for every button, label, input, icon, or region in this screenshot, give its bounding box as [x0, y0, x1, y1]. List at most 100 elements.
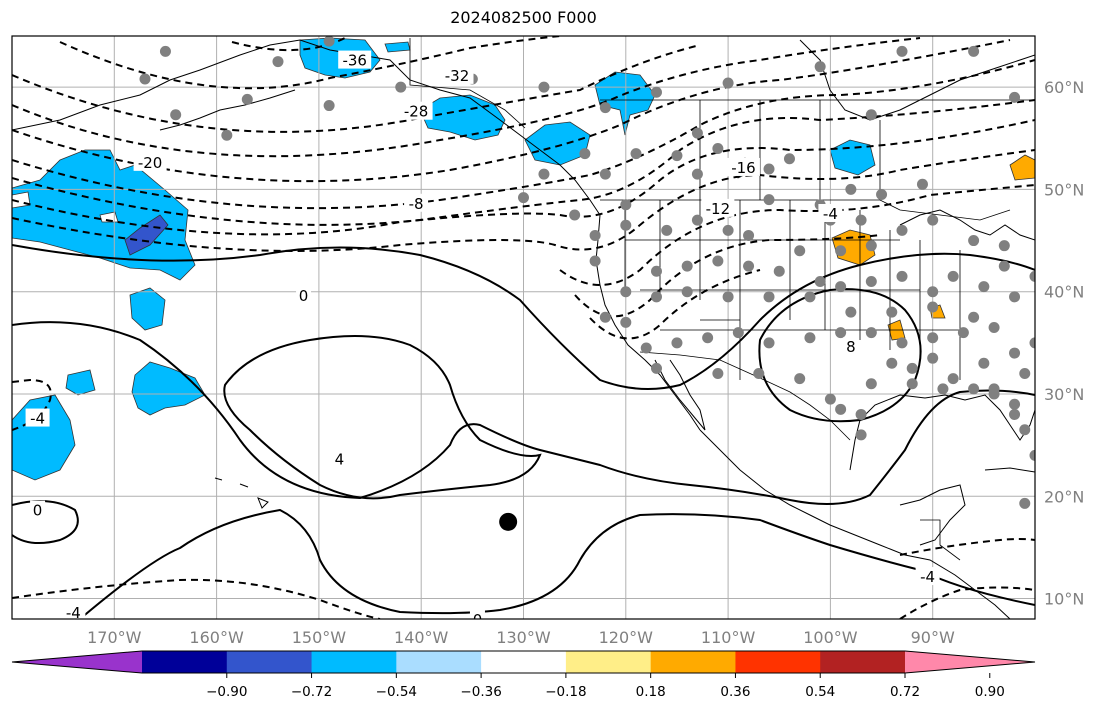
station-dot [865, 109, 877, 121]
coast-hudson [799, 39, 1035, 121]
station-dot [1009, 398, 1021, 410]
station-dot [896, 337, 908, 349]
station-dot [650, 291, 662, 303]
colorbar-extend-right [905, 651, 1035, 673]
contour-minus4c [574, 234, 881, 318]
contour-label: 0 [473, 611, 483, 629]
station-dot [835, 281, 847, 293]
station-dot [1009, 291, 1021, 303]
station-dot [978, 357, 990, 369]
station-dot [722, 291, 734, 303]
station-dot [139, 73, 151, 85]
colorbar-segment-5 [565, 651, 652, 673]
contour-label: -4 [920, 568, 935, 586]
lat-label-1: 50°N [1044, 180, 1084, 199]
station-dot [691, 127, 703, 139]
colorbar-label-3: −0.36 [460, 684, 501, 700]
station-dot [1019, 424, 1031, 436]
station-dot [159, 45, 171, 57]
contour-zero-main [12, 321, 1035, 505]
contour-label-bg [726, 157, 760, 176]
station-dot [1009, 347, 1021, 359]
station-dot [753, 368, 765, 380]
station-dot [722, 224, 734, 236]
station-dot [599, 311, 611, 323]
station-dot [589, 255, 601, 267]
contour-minus36 [231, 37, 346, 52]
colorbar-segment-7 [735, 651, 821, 673]
station-dot [569, 209, 581, 221]
station-dot [794, 245, 806, 257]
station-dot [896, 270, 908, 282]
highlight-point [499, 512, 518, 531]
colorbar-label-8: 0.72 [890, 684, 920, 700]
colorbar-label-7: 0.54 [805, 684, 835, 700]
station-dot [323, 36, 335, 47]
station-dot [947, 270, 959, 282]
station-dot [538, 81, 550, 93]
station-dot [876, 189, 888, 201]
contour-label-bg [61, 602, 86, 619]
station-dot [712, 368, 724, 380]
contour-label-bg [30, 500, 46, 519]
station-dot [916, 178, 928, 190]
station-dot [968, 45, 980, 57]
station-dot [804, 291, 816, 303]
station-dot [947, 373, 959, 385]
contour-zero-south [79, 508, 1035, 619]
contour-label-bg [399, 101, 433, 120]
contour-minus4a [12, 149, 1035, 252]
station-dot [835, 327, 847, 339]
station-dot [835, 403, 847, 415]
lat-label-4: 20°N [1044, 487, 1084, 506]
station-dot [906, 362, 918, 374]
contour-label-bg [701, 198, 735, 217]
station-dot [323, 100, 335, 112]
shade-ne-orange [1009, 154, 1035, 181]
latitude-labels: 60°N 50°N 40°N 30°N 20°N 10°N [1044, 78, 1084, 608]
station-dot [824, 393, 836, 405]
contour-minus4d [589, 269, 761, 340]
coast-mexico [699, 429, 1011, 619]
station-dot [599, 168, 611, 180]
colorbar-label-5: 0.18 [636, 684, 666, 700]
contour-label: 0 [33, 502, 43, 520]
station-dot [579, 148, 591, 160]
station-dot [599, 102, 611, 114]
station-dot [845, 306, 857, 318]
station-dot [886, 357, 898, 369]
station-dot [783, 153, 795, 165]
colorbar-segment-1 [226, 651, 313, 673]
contour-label-bg [843, 336, 859, 355]
station-dot [620, 316, 632, 328]
station-dot [855, 429, 867, 441]
lon-label-1: 160°W [189, 628, 244, 647]
station-dot [814, 275, 826, 287]
station-dot [835, 245, 847, 257]
station-dot [865, 240, 877, 252]
station-dot [794, 373, 806, 385]
border-canada-provinces [600, 99, 1035, 200]
lat-label-3: 30°N [1044, 385, 1084, 404]
station-dot [661, 224, 673, 236]
station-dot [241, 93, 253, 105]
station-dot [896, 45, 908, 57]
contour-label: -32 [445, 67, 470, 85]
shade-manitoba [829, 139, 876, 176]
station-dot [978, 281, 990, 293]
station-dot [681, 286, 693, 298]
station-dot [855, 408, 867, 420]
shade-alaska-sliver [384, 41, 411, 53]
station-dot [1029, 270, 1035, 282]
station-dot [927, 352, 939, 364]
lon-label-2: 150°W [292, 628, 347, 647]
lon-label-6: 110°W [701, 628, 756, 647]
station-dot [804, 332, 816, 344]
contour-labels: -36 -32 -28 -20 -8 -16 -12 -4 0 4 0 -4 -4 0 8 -4 [25, 50, 940, 629]
coast-yucatan [899, 484, 966, 546]
station-dot [518, 192, 529, 204]
contour-label: -20 [138, 154, 163, 172]
station-dot [927, 214, 939, 226]
colorbar-label-6: 0.36 [720, 684, 750, 700]
